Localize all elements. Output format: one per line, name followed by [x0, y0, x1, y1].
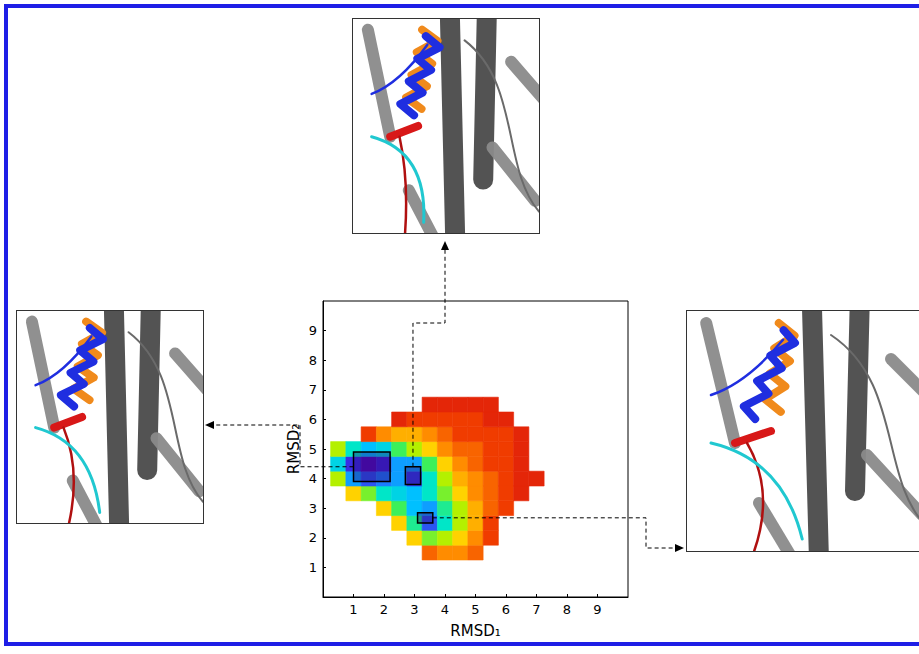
svg-text:4: 4 — [441, 602, 449, 617]
svg-text:1: 1 — [349, 602, 357, 617]
svg-text:9: 9 — [309, 323, 317, 338]
svg-text:5: 5 — [309, 442, 317, 457]
svg-text:5: 5 — [471, 602, 479, 617]
svg-text:9: 9 — [593, 602, 601, 617]
svg-text:8: 8 — [563, 602, 571, 617]
svg-text:3: 3 — [309, 501, 317, 516]
svg-text:2: 2 — [380, 602, 388, 617]
svg-text:7: 7 — [309, 382, 317, 397]
svg-text:8: 8 — [309, 353, 317, 368]
svg-text:4: 4 — [309, 471, 317, 486]
svg-text:3: 3 — [410, 602, 418, 617]
svg-text:6: 6 — [502, 602, 510, 617]
svg-text:2: 2 — [309, 530, 317, 545]
svg-text:6: 6 — [309, 412, 317, 427]
svg-text:1: 1 — [309, 560, 317, 575]
svg-text:RMSD₂: RMSD₂ — [284, 423, 303, 475]
svg-text:RMSD₁: RMSD₁ — [450, 622, 500, 640]
svg-text:7: 7 — [532, 602, 540, 617]
